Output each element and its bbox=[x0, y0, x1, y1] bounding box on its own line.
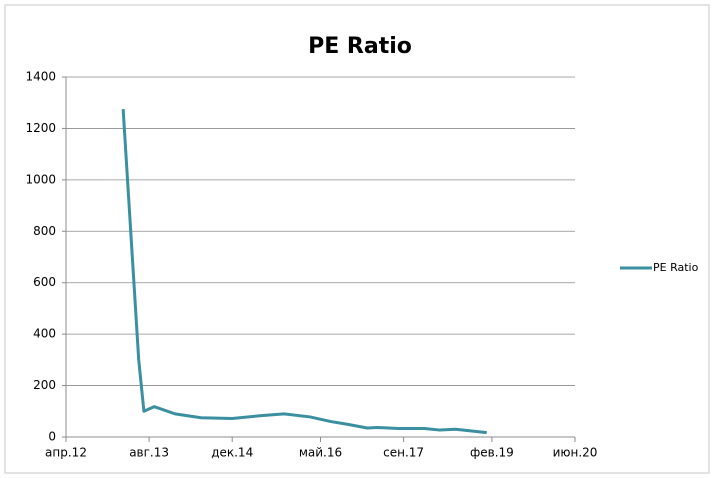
y-tick-label: 200 bbox=[33, 378, 56, 392]
data-line bbox=[121, 109, 487, 435]
y-tick-label: 600 bbox=[33, 275, 56, 289]
y-tick-label: 400 bbox=[33, 327, 56, 341]
y-tick-label: 1400 bbox=[25, 70, 56, 84]
chart-title: PE Ratio bbox=[308, 34, 412, 59]
legend-label: PE Ratio bbox=[653, 261, 699, 274]
chart-frame bbox=[4, 4, 710, 474]
y-tick-label: 800 bbox=[33, 224, 56, 238]
x-tick-label: апр.12 bbox=[45, 446, 87, 460]
y-tick-label: 1000 bbox=[25, 172, 56, 186]
x-tick-label: дек.14 bbox=[211, 446, 253, 460]
y-tick-label: 1200 bbox=[25, 121, 56, 135]
x-tick-label: фев.19 bbox=[470, 446, 514, 460]
y-tick-label: 0 bbox=[48, 430, 56, 444]
x-tick-label: май.16 bbox=[299, 446, 342, 460]
x-tick-label: сен.17 bbox=[383, 446, 424, 460]
x-tick-label: авг.13 bbox=[129, 446, 169, 460]
x-tick-label: июн.20 bbox=[553, 446, 598, 460]
